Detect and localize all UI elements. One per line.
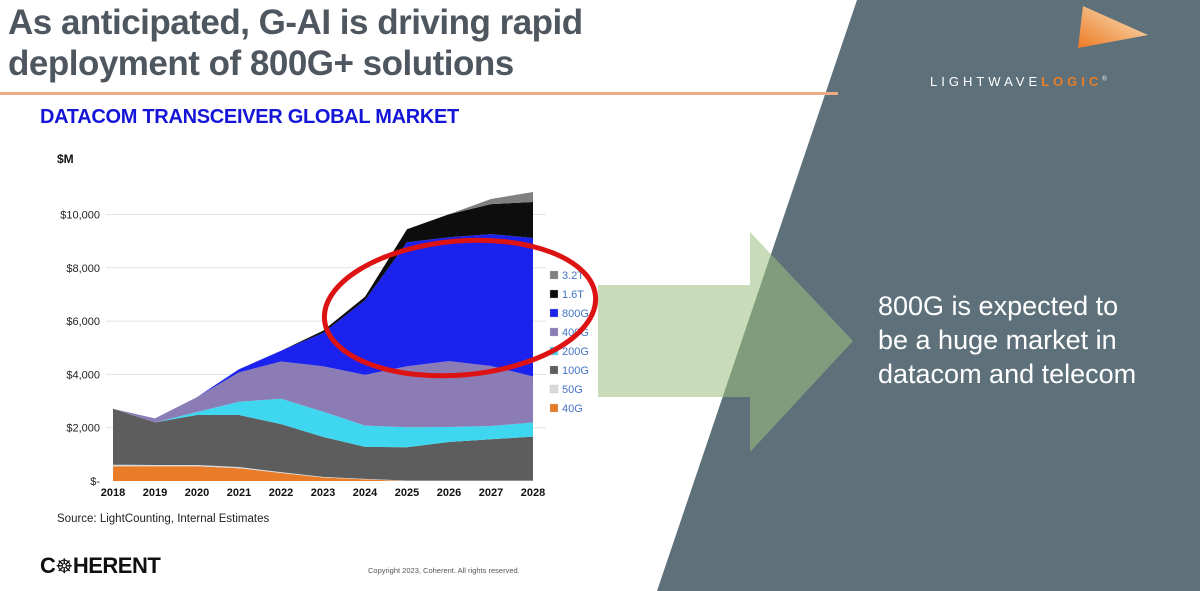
x-tick-label: 2021 xyxy=(227,487,251,499)
callout-text: 800G is expected to be a huge market in … xyxy=(878,289,1178,391)
legend-swatch-3.2T xyxy=(549,270,559,280)
area-series-800G xyxy=(113,234,533,419)
brand-panel xyxy=(657,0,1200,591)
title-accent-line xyxy=(0,92,838,95)
callout-line1: 800G is expected to xyxy=(878,291,1119,321)
x-tick-label: 2019 xyxy=(143,487,167,499)
legend-label-3.2T: 3.2T xyxy=(562,270,584,282)
legend-swatch-50G xyxy=(549,384,559,394)
y-tick-label: $4,000 xyxy=(66,369,100,381)
y-tick-label: $10,000 xyxy=(60,210,100,222)
legend-swatch-40G xyxy=(549,403,559,413)
slide-title-line2: deployment of 800G+ solutions xyxy=(8,44,514,83)
copyright-note: Copyright 2023, Coherent. All rights res… xyxy=(368,566,520,575)
y-axis-unit-label: $M xyxy=(57,152,74,166)
coherent-gear-icon: ☸ xyxy=(55,554,73,578)
legend-swatch-100G xyxy=(549,365,559,375)
y-tick-label: $6,000 xyxy=(66,316,100,328)
x-tick-label: 2027 xyxy=(479,487,503,499)
x-tick-label: 2028 xyxy=(521,487,545,499)
y-tick-label: $2,000 xyxy=(66,423,100,435)
highlight-ellipse xyxy=(321,237,599,379)
legend-label-100G: 100G xyxy=(562,365,589,377)
legend-label-200G: 200G xyxy=(562,346,589,358)
area-series-200G xyxy=(113,398,533,448)
slide-title-line1: As anticipated, G-AI is driving rapid xyxy=(8,3,583,42)
legend-swatch-800G xyxy=(549,308,559,318)
logic-wordmark: LOGIC xyxy=(1041,74,1103,89)
area-series-100G xyxy=(113,408,533,481)
callout-line3: datacom and telecom xyxy=(878,359,1137,389)
legend-label-800G: 800G xyxy=(562,308,589,320)
x-tick-label: 2026 xyxy=(437,487,461,499)
area-series-40G xyxy=(113,466,533,481)
legend-swatch-1.6T xyxy=(549,289,559,299)
area-series-1.6T xyxy=(113,202,533,419)
callout-line2: be a huge market in xyxy=(878,325,1117,355)
lightwave-wordmark: LIGHTWAVE xyxy=(930,74,1042,89)
registered-mark: ® xyxy=(1102,76,1107,83)
legend-swatch-400G xyxy=(549,327,559,337)
x-tick-label: 2023 xyxy=(311,487,335,499)
lightwave-logic-logo: LIGHTWAVELOGIC® xyxy=(930,74,1175,89)
legend-label-1.6T: 1.6T xyxy=(562,289,584,301)
legend-label-40G: 40G xyxy=(562,403,583,415)
x-tick-label: 2025 xyxy=(395,487,419,499)
coherent-logo-c: C xyxy=(40,553,56,578)
lightwave-triangle-icon xyxy=(1078,6,1148,48)
coherent-logo: C☸HERENT xyxy=(40,553,161,579)
slide-title: As anticipated, G-AI is driving rapid de… xyxy=(8,2,848,84)
y-tick-label: $- xyxy=(90,476,100,488)
source-note: Source: LightCounting, Internal Estimate… xyxy=(57,513,270,525)
x-tick-label: 2024 xyxy=(353,487,378,499)
x-tick-label: 2018 xyxy=(101,487,125,499)
x-tick-label: 2020 xyxy=(185,487,209,499)
x-tick-label: 2022 xyxy=(269,487,293,499)
chart-heading: DATACOM TRANSCEIVER GLOBAL MARKET xyxy=(40,106,459,128)
legend-label-50G: 50G xyxy=(562,384,583,396)
growth-arrow-icon xyxy=(598,232,853,452)
y-tick-label: $8,000 xyxy=(66,263,100,275)
coherent-logo-rest: HERENT xyxy=(72,553,161,578)
